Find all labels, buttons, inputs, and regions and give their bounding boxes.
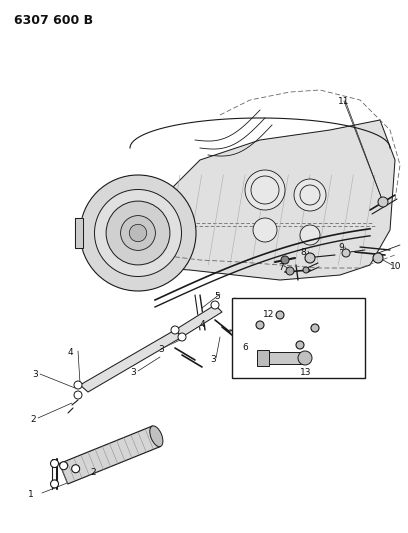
Circle shape — [211, 301, 219, 309]
Bar — [265, 352, 305, 364]
Circle shape — [378, 197, 388, 207]
Circle shape — [294, 179, 326, 211]
Circle shape — [276, 311, 284, 319]
Circle shape — [129, 224, 147, 241]
Circle shape — [245, 342, 251, 348]
Bar — [257, 350, 269, 366]
Circle shape — [286, 267, 294, 275]
Circle shape — [298, 351, 312, 365]
Circle shape — [178, 333, 186, 341]
Ellipse shape — [150, 426, 163, 447]
Circle shape — [74, 391, 82, 399]
Polygon shape — [75, 218, 83, 248]
Text: 2: 2 — [30, 415, 35, 424]
Text: 3: 3 — [210, 355, 216, 364]
Circle shape — [245, 170, 285, 210]
Text: 2: 2 — [90, 468, 95, 477]
Circle shape — [80, 175, 196, 291]
Polygon shape — [80, 330, 182, 392]
Circle shape — [259, 334, 265, 340]
Text: 7: 7 — [278, 263, 284, 272]
Circle shape — [121, 216, 155, 251]
Circle shape — [300, 185, 320, 205]
Circle shape — [171, 326, 179, 334]
Circle shape — [72, 465, 80, 473]
Circle shape — [245, 319, 251, 325]
Circle shape — [296, 341, 304, 349]
Text: 12: 12 — [263, 310, 274, 319]
Polygon shape — [115, 120, 395, 280]
Circle shape — [51, 480, 58, 488]
Circle shape — [251, 176, 279, 204]
Circle shape — [342, 249, 350, 257]
Circle shape — [303, 267, 309, 273]
Text: 8: 8 — [300, 248, 306, 257]
Circle shape — [373, 253, 383, 263]
Text: 4: 4 — [68, 348, 73, 357]
Text: 3: 3 — [32, 370, 38, 379]
Text: 10: 10 — [390, 262, 401, 271]
Text: 6: 6 — [242, 343, 248, 352]
Circle shape — [311, 324, 319, 332]
Circle shape — [60, 462, 68, 470]
Text: 5: 5 — [214, 292, 220, 301]
Text: 6307 600 B: 6307 600 B — [14, 14, 93, 27]
Circle shape — [74, 381, 82, 389]
Circle shape — [281, 256, 289, 264]
Polygon shape — [175, 305, 222, 337]
Circle shape — [51, 459, 58, 467]
Polygon shape — [60, 426, 160, 484]
Circle shape — [305, 253, 315, 263]
Circle shape — [95, 190, 182, 277]
Text: 9: 9 — [338, 243, 344, 252]
Circle shape — [106, 201, 170, 265]
Circle shape — [235, 327, 241, 333]
Text: 11: 11 — [338, 97, 350, 106]
Text: 4: 4 — [200, 320, 206, 329]
Circle shape — [253, 218, 277, 242]
Bar — [232, 298, 365, 378]
Text: 13: 13 — [300, 368, 311, 377]
Text: 1: 1 — [28, 490, 34, 499]
Text: 3: 3 — [158, 345, 164, 354]
Circle shape — [300, 225, 320, 245]
Text: 3: 3 — [130, 368, 136, 377]
Circle shape — [256, 321, 264, 329]
